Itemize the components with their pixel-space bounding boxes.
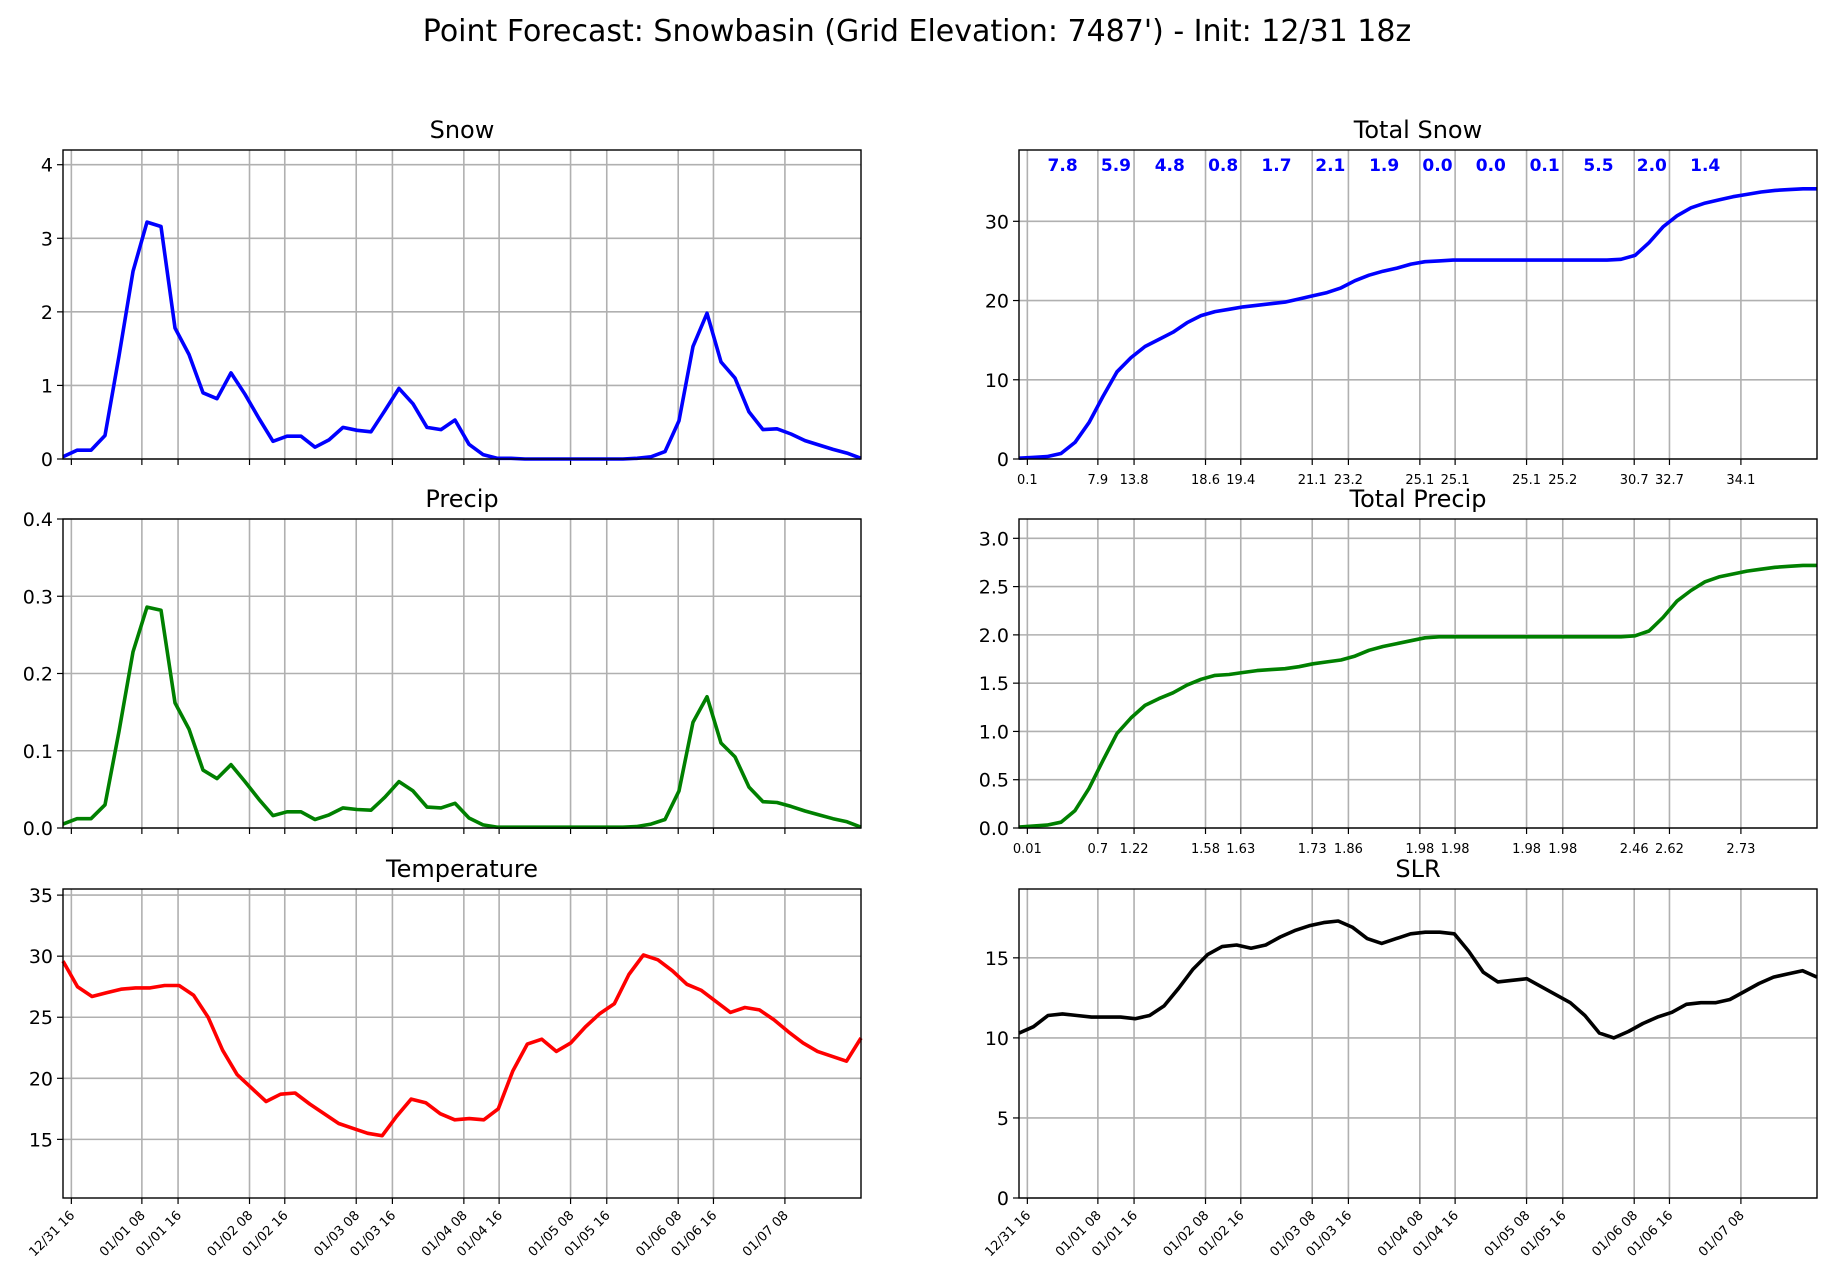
y-tick-label: 30 <box>29 946 53 968</box>
period-total-label: 5.5 <box>1583 156 1613 176</box>
precip-panel: Precip 0.0 0.1 0.2 0.3 0.4 <box>23 485 862 840</box>
cumulative-label: 0.7 <box>1088 842 1109 857</box>
y-tick-label: 0.3 <box>23 586 53 608</box>
precip-series-line <box>62 605 862 830</box>
slr-series-line <box>1018 919 1818 1040</box>
cumulative-label: 25.1 <box>1405 473 1434 488</box>
y-tick-label: 2 <box>41 302 53 324</box>
cumulative-label: 2.73 <box>1726 842 1755 857</box>
y-tick-label: 1 <box>41 375 53 397</box>
period-total-label: 0.0 <box>1476 156 1506 176</box>
cumulative-label: 21.1 <box>1298 473 1327 488</box>
cumulative-label: 1.98 <box>1512 842 1541 857</box>
cumulative-label: 25.2 <box>1548 473 1577 488</box>
y-tick-label: 0.0 <box>23 818 53 840</box>
y-tick-label: 20 <box>29 1068 53 1090</box>
y-tick-label: 0 <box>997 449 1009 471</box>
cumulative-label: 34.1 <box>1726 473 1755 488</box>
total-precip-series-line <box>1018 563 1817 829</box>
plot-frame <box>1018 149 1818 460</box>
temperature-series-line <box>61 953 863 1138</box>
y-tick-label: 4 <box>41 155 53 177</box>
cumulative-label: 23.2 <box>1334 473 1363 488</box>
y-tick-label: 30 <box>985 211 1009 233</box>
cumulative-label: 13.8 <box>1120 473 1149 488</box>
cumulative-label: 1.98 <box>1441 842 1470 857</box>
y-tick-label: 0.0 <box>979 818 1009 840</box>
cumulative-label: 25.1 <box>1441 473 1470 488</box>
cumulative-label: 1.22 <box>1120 842 1149 857</box>
cumulative-label: 1.63 <box>1226 842 1255 857</box>
y-tick-label: 0.2 <box>23 664 53 686</box>
panel-title: Snow <box>430 116 495 144</box>
period-total-label: 2.1 <box>1315 156 1345 176</box>
panel-title: Precip <box>425 485 498 513</box>
panel-title: SLR <box>1395 855 1440 883</box>
y-tick-label: 10 <box>985 370 1009 392</box>
y-tick-label: 2.5 <box>979 577 1009 599</box>
cumulative-label: 1.58 <box>1191 842 1220 857</box>
period-total-label: 1.7 <box>1261 156 1291 176</box>
y-tick-label: 0 <box>997 1188 1009 1210</box>
y-tick-label: 25 <box>29 1007 53 1029</box>
cumulative-label: 19.4 <box>1226 473 1255 488</box>
snow-series-line <box>62 220 862 461</box>
y-tick-label: 10 <box>985 1028 1009 1050</box>
period-total-label: 2.0 <box>1637 156 1667 176</box>
cumulative-label: 18.6 <box>1191 473 1220 488</box>
y-tick-label: 0.5 <box>979 770 1009 792</box>
period-total-label: 4.8 <box>1155 156 1185 176</box>
period-total-label: 0.0 <box>1422 156 1452 176</box>
y-tick-label: 35 <box>29 885 53 907</box>
total-snow-panel: Total Snow 0 10 20 30 0.1 7.9 13.8 18.6 19.4 21.1 2… <box>985 116 1818 488</box>
plot-frame <box>1018 518 1818 829</box>
period-total-label: 5.9 <box>1101 156 1131 176</box>
period-total-label: 7.8 <box>1048 156 1078 176</box>
y-tick-label: 1.0 <box>979 721 1009 743</box>
y-tick-label: 3 <box>41 228 53 250</box>
cumulative-label: 1.98 <box>1548 842 1577 857</box>
total-snow-series-line <box>1018 187 1817 460</box>
y-tick-label: 20 <box>985 291 1009 313</box>
plot-frame <box>62 149 862 460</box>
period-total-label: 0.8 <box>1208 156 1238 176</box>
cumulative-label: 1.73 <box>1298 842 1327 857</box>
panel-title: Total Snow <box>1353 116 1482 144</box>
y-tick-label: 0 <box>41 449 53 471</box>
y-tick-label: 5 <box>997 1108 1009 1130</box>
cumulative-label: 7.9 <box>1088 473 1109 488</box>
snow-panel: Snow 0 1 2 3 4 <box>41 116 862 471</box>
panel-title: Total Precip <box>1349 485 1487 513</box>
y-tick-label: 0.4 <box>23 509 53 531</box>
cumulative-label: 2.62 <box>1655 842 1684 857</box>
cumulative-label: 0.1 <box>1017 473 1038 488</box>
y-tick-label: 15 <box>985 948 1009 970</box>
period-total-label: 1.4 <box>1690 156 1720 176</box>
total-precip-panel: Total Precip 0.0 0.5 1.0 1.5 2.0 2.5 3.0 0.01 0.7… <box>979 485 1818 857</box>
y-tick-label: 1.5 <box>979 673 1009 695</box>
cumulative-label: 30.7 <box>1620 473 1649 488</box>
period-total-label: 0.1 <box>1530 156 1560 176</box>
cumulative-label: 25.1 <box>1512 473 1541 488</box>
plot-frame <box>62 518 862 829</box>
y-tick-label: 15 <box>29 1129 53 1151</box>
plot-frame <box>1018 888 1818 1199</box>
panel-title: Temperature <box>385 855 538 883</box>
y-tick-label: 3.0 <box>979 528 1009 550</box>
cumulative-label: 32.7 <box>1655 473 1684 488</box>
cumulative-label: 2.46 <box>1620 842 1649 857</box>
plot-frame <box>62 888 862 1199</box>
figure-title: Point Forecast: Snowbasin (Grid Elevatio… <box>423 14 1411 49</box>
cumulative-label: 1.86 <box>1334 842 1363 857</box>
cumulative-label: 1.98 <box>1405 842 1434 857</box>
y-tick-label: 2.0 <box>979 625 1009 647</box>
period-total-label: 1.9 <box>1369 156 1399 176</box>
y-tick-label: 0.1 <box>23 741 53 763</box>
cumulative-label: 0.01 <box>1013 842 1042 857</box>
